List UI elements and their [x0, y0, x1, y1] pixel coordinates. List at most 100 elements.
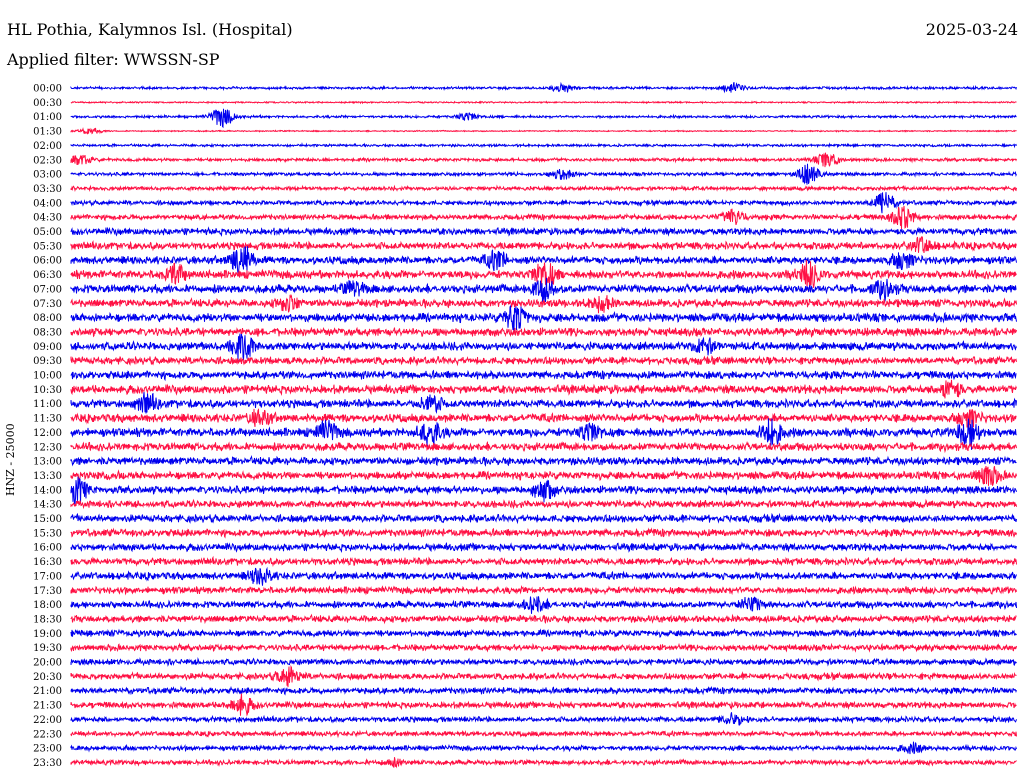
time-tick-label: 07:00 — [33, 284, 62, 295]
time-tick-label: 21:30 — [33, 701, 62, 712]
time-tick-label: 18:30 — [33, 614, 62, 625]
seismic-trace-2030 — [70, 664, 1017, 688]
seismic-trace-0530 — [70, 236, 1017, 253]
time-tick-label: 12:00 — [33, 428, 62, 439]
seismic-trace-1830 — [70, 613, 1017, 625]
time-tick-label: 15:30 — [33, 528, 62, 539]
time-tick-label: 06:30 — [33, 270, 62, 281]
seismic-trace-0730 — [70, 293, 1017, 314]
time-tick-label: 03:30 — [33, 184, 62, 195]
seismic-trace-0700 — [70, 277, 1017, 303]
time-tick-label: 09:00 — [33, 342, 62, 353]
seismic-trace-0900 — [70, 333, 1017, 362]
time-tick-label: 19:30 — [33, 643, 62, 654]
seismic-trace-1300 — [70, 454, 1017, 467]
seismic-trace-1130 — [70, 408, 1017, 429]
seismic-trace-1230 — [70, 440, 1017, 454]
seismic-trace-0830 — [70, 326, 1017, 338]
seismic-trace-0500 — [70, 226, 1017, 237]
time-tick-label: 22:00 — [33, 715, 62, 726]
seismic-trace-1700 — [70, 566, 1017, 586]
time-tick-label: 10:00 — [33, 371, 62, 382]
time-tick-label: 23:30 — [33, 758, 62, 769]
time-tick-label: 09:30 — [33, 356, 62, 367]
seismic-trace-0800 — [70, 304, 1017, 332]
seismic-trace-1930 — [70, 642, 1017, 653]
time-tick-label: 01:00 — [33, 112, 62, 123]
seismic-trace-1000 — [70, 369, 1017, 382]
time-tick-label: 07:30 — [33, 299, 62, 310]
record-date: 2025-03-24 — [925, 20, 1018, 39]
seismic-trace-0000 — [70, 81, 1017, 94]
seismic-trace-0230 — [70, 152, 1017, 168]
seismic-trace-0930 — [70, 354, 1017, 367]
seismic-trace-0400 — [70, 192, 1017, 214]
time-tick-label: 17:00 — [33, 571, 62, 582]
time-tick-label: 13:00 — [33, 457, 62, 468]
seismic-trace-1100 — [70, 391, 1017, 415]
seismic-trace-0200 — [70, 142, 1017, 149]
time-tick-label: 18:00 — [33, 600, 62, 611]
seismic-trace-0600 — [70, 246, 1017, 275]
seismic-trace-1530 — [70, 527, 1017, 539]
seismic-trace-1730 — [70, 584, 1017, 596]
time-tick-label: 14:30 — [33, 500, 62, 511]
seismic-trace-2300 — [70, 741, 1017, 755]
seismic-trace-0300 — [70, 163, 1017, 185]
time-tick-label: 02:30 — [33, 155, 62, 166]
seismic-trace-0030 — [70, 100, 1017, 105]
seismic-trace-1030 — [70, 379, 1017, 399]
seismic-trace-1800 — [70, 596, 1017, 614]
seismic-trace-1330 — [70, 465, 1017, 486]
time-tick-label: 14:00 — [33, 485, 62, 496]
time-tick-label: 00:00 — [33, 84, 62, 95]
seismic-trace-0430 — [70, 205, 1017, 230]
seismic-trace-1600 — [70, 541, 1017, 554]
time-tick-label: 22:30 — [33, 729, 62, 740]
time-tick-label: 00:30 — [33, 98, 62, 109]
seismic-trace-1900 — [70, 627, 1017, 638]
seismic-trace-0630 — [70, 259, 1017, 291]
seismic-trace-2130 — [70, 693, 1017, 717]
time-tick-label: 20:30 — [33, 672, 62, 683]
time-tick-label: 11:00 — [33, 399, 62, 410]
time-tick-label: 11:30 — [33, 414, 62, 425]
filter-label: Applied filter: WWSSN-SP — [7, 50, 220, 69]
time-tick-label: 15:00 — [33, 514, 62, 525]
time-tick-label: 03:00 — [33, 170, 62, 181]
time-tick-label: 16:30 — [33, 557, 62, 568]
seismic-trace-0330 — [70, 184, 1017, 193]
time-tick-label: 19:00 — [33, 629, 62, 640]
time-tick-label: 10:30 — [33, 385, 62, 396]
time-tick-label: 12:30 — [33, 442, 62, 453]
seismic-trace-2200 — [70, 712, 1017, 727]
time-tick-label: 13:30 — [33, 471, 62, 482]
seismic-trace-2100 — [70, 685, 1017, 696]
time-tick-label: 01:30 — [33, 127, 62, 138]
time-tick-label: 04:30 — [33, 213, 62, 224]
seismic-trace-1430 — [70, 498, 1017, 510]
time-tick-label: 06:00 — [33, 256, 62, 267]
time-tick-label: 02:00 — [33, 141, 62, 152]
time-tick-label: 23:00 — [33, 744, 62, 755]
seismic-trace-0100 — [70, 108, 1017, 129]
time-tick-label: 20:00 — [33, 658, 62, 669]
seismic-trace-1200 — [70, 418, 1017, 450]
time-tick-label: 05:00 — [33, 227, 62, 238]
time-tick-label: 04:00 — [33, 198, 62, 209]
time-tick-label: 16:00 — [33, 543, 62, 554]
time-tick-label: 21:00 — [33, 686, 62, 697]
station-title: HL Pothia, Kalymnos Isl. (Hospital) — [7, 20, 293, 39]
seismic-trace-2230 — [70, 729, 1017, 739]
seismic-trace-2000 — [70, 656, 1017, 667]
seismic-trace-2330 — [70, 757, 1017, 769]
seismic-trace-1630 — [70, 555, 1017, 567]
time-tick-label: 17:30 — [33, 586, 62, 597]
seismic-trace-1500 — [70, 512, 1017, 525]
seismic-trace-1400 — [70, 476, 1017, 506]
time-tick-label: 08:00 — [33, 313, 62, 324]
time-tick-label: 05:30 — [33, 241, 62, 252]
seismic-trace-0130 — [70, 127, 1017, 135]
time-tick-label: 08:30 — [33, 327, 62, 338]
